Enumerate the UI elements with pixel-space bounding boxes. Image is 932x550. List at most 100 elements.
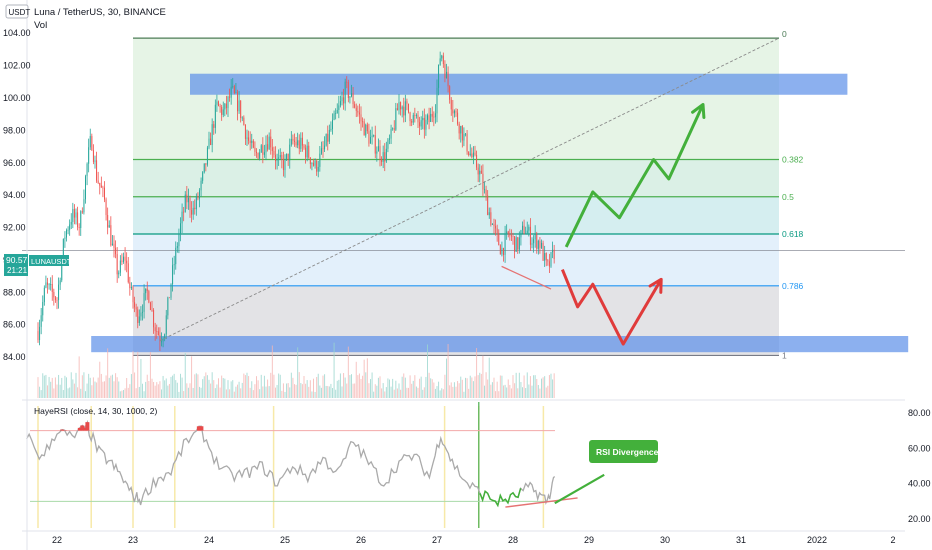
candle-body	[512, 236, 514, 237]
candle-body	[42, 302, 44, 316]
volume-bar	[499, 375, 501, 398]
volume-bar	[536, 378, 538, 398]
candle-body	[97, 180, 99, 183]
volume-bar	[510, 388, 512, 398]
volume-bar	[157, 384, 159, 398]
candle-body	[276, 158, 278, 162]
candle-body	[370, 137, 371, 144]
volume-bar	[408, 387, 409, 398]
volume-bar	[460, 376, 462, 398]
volume-bar	[534, 375, 536, 398]
volume-bar	[533, 375, 535, 398]
volume-bar	[243, 373, 245, 398]
volume-bar	[525, 388, 527, 398]
volume-bar	[72, 379, 74, 398]
volume-bar	[249, 387, 251, 398]
rsi-tick-label: 60.00	[908, 443, 931, 453]
volume-bar	[472, 381, 474, 398]
candle-body	[333, 113, 335, 120]
volume-bar	[40, 390, 42, 398]
volume-bar	[107, 348, 109, 398]
volume-bar	[547, 385, 549, 398]
volume-bar	[490, 384, 492, 398]
candle-body	[203, 163, 205, 173]
candle-body	[332, 119, 333, 129]
candle-body	[121, 260, 123, 262]
candle-body	[62, 238, 64, 260]
volume-bar	[257, 380, 259, 398]
rsi-panel	[22, 399, 905, 528]
volume-bar	[53, 388, 55, 398]
candle-body	[411, 121, 413, 123]
volume-bar	[463, 391, 465, 398]
volume-bar	[332, 388, 333, 398]
volume-bar	[89, 377, 91, 398]
volume-bar	[130, 374, 132, 398]
volume-bar	[493, 377, 495, 398]
volume-bar	[211, 372, 213, 398]
volume-bar	[357, 375, 359, 398]
volume-bar	[389, 379, 390, 398]
candle-body	[70, 221, 72, 225]
volume-bar	[170, 376, 172, 398]
candle-body	[482, 173, 484, 190]
volume-bar	[545, 387, 547, 398]
candle-body	[376, 151, 378, 154]
candle-body	[305, 147, 307, 158]
candle-body	[373, 135, 375, 137]
candle-body	[102, 187, 104, 189]
candle-body	[135, 307, 137, 310]
volume-bar	[300, 383, 302, 398]
volume-bar	[290, 372, 292, 398]
symbol-tag: LUNAUSDT	[31, 257, 72, 266]
volume-bar	[70, 372, 72, 398]
candle-body	[295, 141, 297, 146]
candle-body	[138, 316, 140, 323]
volume-bar	[401, 376, 403, 398]
volume-bar	[322, 375, 324, 398]
volume-bar	[392, 378, 394, 398]
y-tick-label: 92.00	[3, 223, 26, 233]
fib-level-label: 0.786	[782, 281, 804, 291]
candle-body	[211, 124, 213, 145]
volume-bar	[186, 383, 188, 398]
candle-body	[412, 115, 414, 123]
candle-body	[384, 152, 386, 162]
volume-bar	[523, 375, 525, 398]
volume-bar	[233, 391, 235, 398]
candle-body	[368, 131, 370, 144]
candle-body	[244, 125, 246, 139]
candle-body	[154, 327, 156, 332]
volume-bar	[439, 390, 441, 398]
volume-bar	[254, 384, 256, 398]
volume-bar	[146, 374, 148, 398]
candle-body	[457, 112, 459, 124]
candle-body	[237, 92, 238, 112]
candle-body	[349, 96, 351, 98]
candle-body	[438, 64, 440, 88]
candle-body	[403, 106, 405, 116]
x-tick-label: 27	[432, 535, 442, 545]
volume-bar	[528, 384, 530, 398]
candle-body	[553, 249, 555, 260]
rsi-tick-label: 80.00	[908, 408, 931, 418]
candle-body	[472, 152, 474, 158]
candle-body	[80, 211, 82, 228]
volume-bar	[468, 388, 470, 398]
rsi-line	[26, 419, 556, 508]
volume-bar	[422, 389, 424, 398]
candle-body	[262, 145, 264, 155]
volume-bar	[73, 383, 75, 398]
volume-bar	[477, 375, 479, 398]
candle-body	[453, 110, 455, 114]
volume-bar	[86, 383, 88, 398]
volume-bar	[172, 375, 174, 398]
candle-body	[178, 234, 180, 247]
candle-body	[352, 92, 354, 105]
fib-zone	[133, 196, 779, 234]
volume-bar	[276, 385, 278, 398]
bull-projection-arrow-head	[691, 102, 706, 119]
candle-body	[488, 212, 490, 216]
x-tick-label: 24	[204, 535, 214, 545]
candle-body	[430, 113, 432, 122]
